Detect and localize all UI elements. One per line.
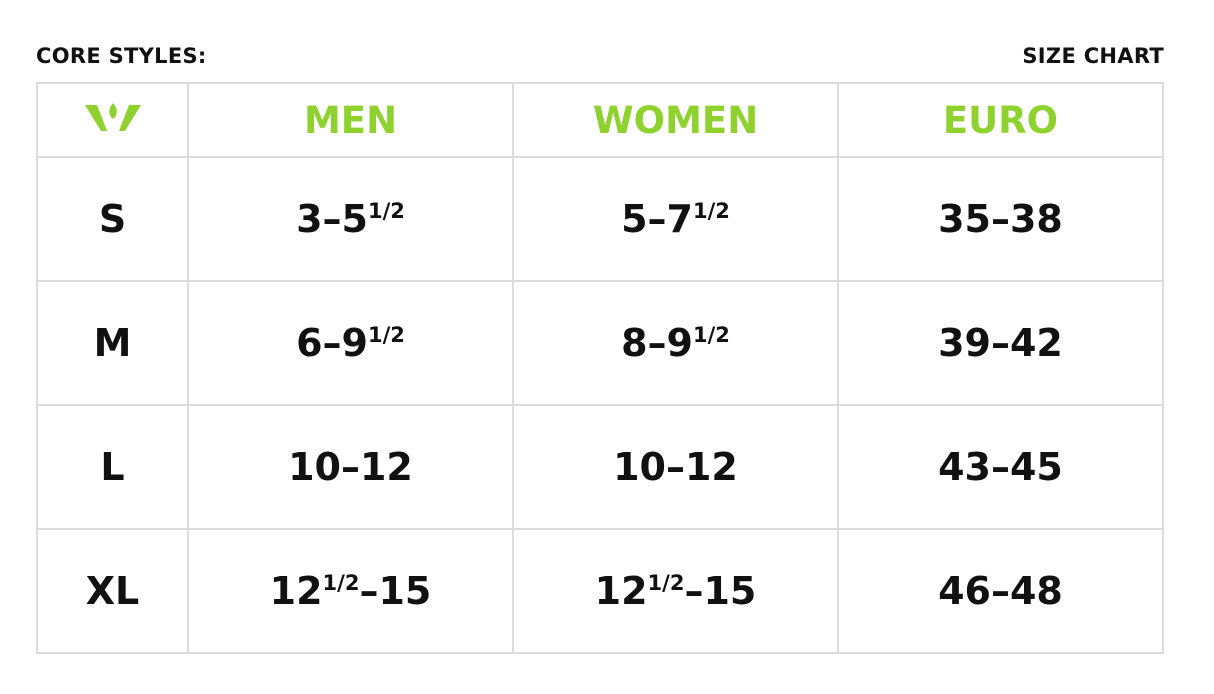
size-cell: XL bbox=[36, 528, 189, 654]
fraction: 1/2 bbox=[692, 199, 730, 223]
value: 10–12 bbox=[613, 445, 738, 489]
value-suffix: –15 bbox=[359, 569, 432, 613]
size-cell: S bbox=[36, 156, 189, 282]
size-cell: L bbox=[36, 404, 189, 530]
fraction: 1/2 bbox=[692, 323, 730, 347]
size-label: S bbox=[98, 197, 127, 241]
column-header-women: WOMEN bbox=[512, 82, 839, 158]
size-label: XL bbox=[85, 569, 140, 613]
size-label: M bbox=[93, 321, 132, 365]
euro-value: 39–42 bbox=[938, 321, 1063, 365]
women-size-cell: 10–12 bbox=[512, 404, 839, 530]
fraction: 1/2 bbox=[367, 199, 405, 223]
men-size-cell: 3–51/2 bbox=[187, 156, 514, 282]
euro-value: 43–45 bbox=[938, 445, 1063, 489]
value: 5–7 bbox=[621, 197, 693, 241]
women-size-cell: 8–91/2 bbox=[512, 280, 839, 406]
euro-value: 46–48 bbox=[938, 569, 1063, 613]
euro-value: 35–38 bbox=[938, 197, 1063, 241]
table-row: XL 121/2–15 121/2–15 46–48 bbox=[36, 528, 1164, 654]
value: 8–9 bbox=[621, 321, 693, 365]
brand-logo-icon bbox=[84, 102, 141, 131]
header-row: MEN WOMEN EURO bbox=[36, 82, 1164, 158]
column-header-euro: EURO bbox=[837, 82, 1164, 158]
fraction: 1/2 bbox=[322, 571, 360, 595]
euro-size-cell: 39–42 bbox=[837, 280, 1164, 406]
core-styles-label: CORE STYLES: bbox=[36, 44, 207, 68]
column-header-men: MEN bbox=[187, 82, 514, 158]
men-size-cell: 10–12 bbox=[187, 404, 514, 530]
euro-size-cell: 46–48 bbox=[837, 528, 1164, 654]
women-size-cell: 121/2–15 bbox=[512, 528, 839, 654]
table-row: S 3–51/2 5–71/2 35–38 bbox=[36, 156, 1164, 282]
value-suffix: –15 bbox=[684, 569, 757, 613]
size-chart-label: SIZE CHART bbox=[1022, 44, 1164, 68]
fraction: 1/2 bbox=[367, 323, 405, 347]
men-size-cell: 6–91/2 bbox=[187, 280, 514, 406]
value: 10–12 bbox=[288, 445, 413, 489]
table-row: M 6–91/2 8–91/2 39–42 bbox=[36, 280, 1164, 406]
value: 12 bbox=[269, 569, 323, 613]
value: 12 bbox=[594, 569, 648, 613]
women-size-cell: 5–71/2 bbox=[512, 156, 839, 282]
table-row: L 10–12 10–12 43–45 bbox=[36, 404, 1164, 530]
euro-size-cell: 43–45 bbox=[837, 404, 1164, 530]
size-chart-table: MEN WOMEN EURO S 3–51/2 5–71/2 35–38 M 6–91/2… bbox=[36, 82, 1164, 654]
size-label: L bbox=[100, 445, 125, 489]
value: 6–9 bbox=[296, 321, 368, 365]
size-cell: M bbox=[36, 280, 189, 406]
euro-size-cell: 35–38 bbox=[837, 156, 1164, 282]
value: 3–5 bbox=[296, 197, 368, 241]
men-size-cell: 121/2–15 bbox=[187, 528, 514, 654]
fraction: 1/2 bbox=[647, 571, 685, 595]
logo-cell bbox=[36, 82, 189, 158]
